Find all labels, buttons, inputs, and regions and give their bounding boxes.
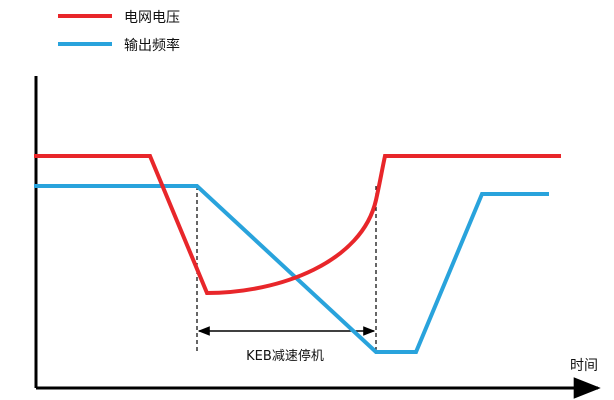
legend-label-output-frequency: 输出频率 (124, 37, 180, 54)
x-axis-label: 时间 (570, 358, 598, 374)
legend-label-grid-voltage: 电网电压 (124, 10, 180, 26)
axes: 时间 (34, 76, 601, 399)
output-frequency-curve (34, 184, 549, 354)
keb-interval-label: KEB减速停机 (246, 348, 324, 364)
grid-voltage-curve (34, 154, 561, 296)
keb-interval: KEB减速停机 (197, 326, 376, 364)
legend: 电网电压 输出频率 (58, 10, 180, 54)
